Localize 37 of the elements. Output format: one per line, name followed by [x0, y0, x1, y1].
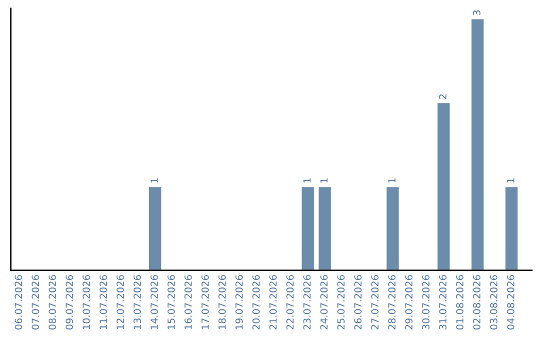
x-tick-label: 19.07.2026: [235, 275, 243, 330]
x-tick-label: 31.07.2026: [439, 275, 446, 330]
x-tick-label: 06.07.2026: [14, 275, 22, 330]
data-label: 1: [303, 178, 311, 183]
x-tick-label: 12.07.2026: [116, 275, 124, 330]
x-tick-label: 03.08.2026: [490, 275, 498, 330]
x-tick-label: 10.07.2026: [82, 275, 90, 330]
data-label: 3: [473, 10, 480, 16]
x-tick-label: 04.08.2026: [507, 275, 514, 330]
x-tick-label: 23.07.2026: [303, 275, 311, 330]
x-tick-label: 28.07.2026: [388, 275, 396, 330]
x-tick-label: 09.07.2026: [66, 275, 74, 330]
x-tick-label: 29.07.2026: [405, 275, 413, 330]
x-tick-label: 08.07.2026: [48, 275, 56, 330]
x-tick-label: 20.07.2026: [252, 275, 260, 330]
x-tick-label: 11.07.2026: [100, 275, 107, 330]
x-tick-label: 07.07.2026: [32, 275, 40, 330]
data-label: 1: [150, 178, 158, 183]
x-tick-label: 16.07.2026: [184, 275, 192, 330]
x-tick-label: 26.07.2026: [354, 275, 362, 330]
x-tick-label: 30.07.2026: [422, 275, 430, 330]
x-tick-label: 01.08.2026: [456, 275, 464, 330]
data-label: 1: [320, 178, 328, 183]
x-tick-label: 18.07.2026: [218, 275, 226, 330]
x-tick-label: 17.07.2026: [201, 275, 209, 330]
x-tick-label: 25.07.2026: [337, 275, 345, 330]
data-label: 2: [439, 94, 446, 99]
data-label: 1: [507, 178, 514, 183]
data-label: 1: [388, 178, 396, 183]
x-tick-label: 21.07.2026: [269, 275, 277, 330]
x-tick-label: 27.07.2026: [371, 275, 379, 330]
x-tick-label: 22.07.2026: [286, 275, 294, 330]
x-tick-label: 13.07.2026: [134, 275, 141, 330]
x-tick-label: 15.07.2026: [168, 275, 175, 330]
x-tick-label: 02.08.2026: [473, 275, 480, 330]
x-tick-label: 14.07.2026: [150, 275, 158, 330]
x-tick-label: 24.07.2026: [320, 275, 328, 330]
